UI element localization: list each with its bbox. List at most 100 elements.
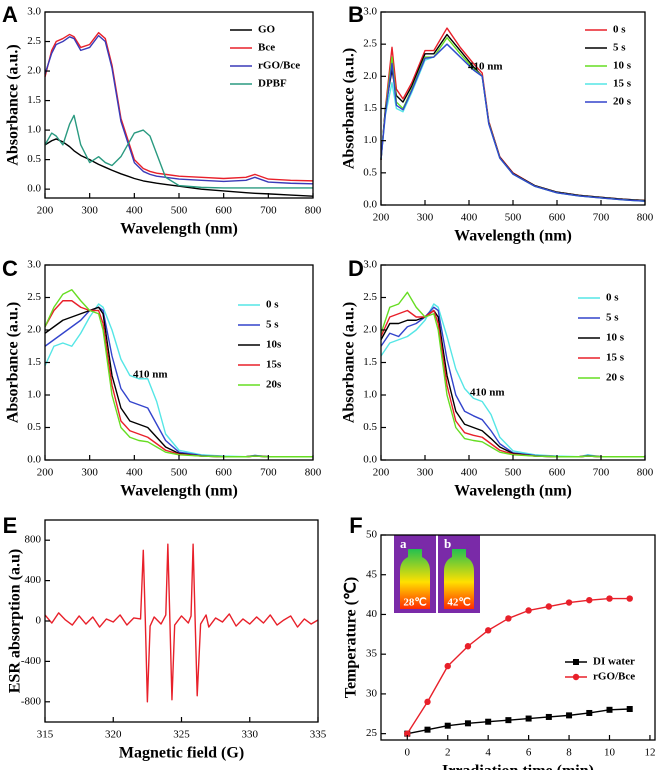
data-line <box>44 34 314 185</box>
y-tick-label: 2.5 <box>27 291 41 303</box>
x-tick-label: 800 <box>305 205 322 217</box>
y-tick-label: 0.0 <box>363 199 377 211</box>
y-tick-label: 3.0 <box>27 259 41 271</box>
x-tick-label: 800 <box>637 467 654 479</box>
y-tick-label: 0.0 <box>27 454 41 466</box>
x-tick-label: 6 <box>526 747 532 759</box>
x-tick-label: 335 <box>310 729 327 741</box>
data-line <box>44 543 319 703</box>
y-tick-label: 1.0 <box>27 124 41 136</box>
data-line <box>380 33 646 202</box>
y-tick-label: 0.5 <box>27 153 41 165</box>
x-tick-label: 400 <box>126 467 143 479</box>
x-tick-label: 500 <box>171 205 188 217</box>
legend-label: Bce <box>258 42 275 54</box>
data-point <box>444 662 451 670</box>
data-line <box>44 114 313 189</box>
legend-label: GO <box>258 24 276 36</box>
x-tick-label: 800 <box>637 212 654 224</box>
x-tick-label: 700 <box>593 212 610 224</box>
y-tick-label: 2.0 <box>27 324 41 336</box>
legend-marker <box>572 673 580 681</box>
x-tick-label: 320 <box>105 729 122 741</box>
x-axis-label: Wavelength (nm) <box>120 221 238 238</box>
x-tick-label: 500 <box>171 467 188 479</box>
legend-label: 0 s <box>606 292 619 304</box>
y-tick-label: 3.0 <box>363 6 377 18</box>
data-point <box>464 720 471 727</box>
annotation: 410 nm <box>133 369 168 381</box>
y-tick-label: 2.5 <box>363 291 377 303</box>
x-tick-label: 300 <box>417 212 434 224</box>
legend-label: DI water <box>593 656 635 668</box>
plot-frame <box>380 11 646 206</box>
y-tick-label: 1.5 <box>27 356 41 368</box>
legend-label: 20s <box>266 379 282 391</box>
plot-frame <box>380 534 656 741</box>
x-tick-label: 12 <box>644 747 655 759</box>
x-tick-label: 500 <box>505 212 522 224</box>
y-tick-label: 45 <box>366 568 378 580</box>
x-tick-label: 300 <box>81 205 98 217</box>
x-tick-label: 325 <box>173 729 190 741</box>
legend-label: 5 s <box>606 312 619 324</box>
legend-label: 15s <box>266 359 282 371</box>
panel-letter: F <box>349 513 362 538</box>
x-tick-label: 700 <box>260 467 277 479</box>
y-tick-label: 40 <box>366 608 378 620</box>
y-tick-label: 0 <box>36 615 42 627</box>
plot-frame <box>44 11 314 199</box>
y-tick-label: 3.0 <box>363 259 377 271</box>
x-axis-label: Irradiation time (min) <box>442 763 594 770</box>
panel-letter: B <box>348 2 364 27</box>
panel-letter: C <box>2 256 18 281</box>
y-tick-label: 1.5 <box>27 94 41 106</box>
annotation: 410 nm <box>468 61 503 73</box>
x-axis-label: Magnetic field (G) <box>119 745 244 762</box>
y-tick-label: 400 <box>25 574 42 586</box>
panel-letter: D <box>348 256 364 281</box>
data-point <box>424 698 431 706</box>
y-tick-label: 2.0 <box>363 70 377 82</box>
data-point <box>545 603 553 610</box>
data-point <box>404 730 411 737</box>
legend-marker <box>573 659 579 665</box>
y-tick-label: 2.0 <box>363 324 377 336</box>
annotation: 410 nm <box>470 387 505 399</box>
data-point <box>424 726 431 733</box>
x-axis-label: Wavelength (nm) <box>120 483 238 500</box>
data-point <box>565 599 573 606</box>
data-line <box>380 291 645 458</box>
data-point <box>484 627 492 634</box>
x-tick-label: 300 <box>417 467 434 479</box>
panel-letter: E <box>3 513 18 538</box>
x-tick-label: 700 <box>593 467 610 479</box>
legend-label: 15 s <box>613 78 632 90</box>
y-axis-label: Absorbance (a.u.) <box>5 44 22 165</box>
y-tick-label: 2.5 <box>27 35 41 47</box>
y-tick-label: 1.0 <box>27 389 41 401</box>
y-tick-label: 0.0 <box>27 183 41 195</box>
x-tick-label: 200 <box>37 205 54 217</box>
y-tick-label: 3.0 <box>27 6 41 18</box>
data-line <box>407 708 630 735</box>
legend-label: DPBF <box>258 78 287 90</box>
x-tick-label: 700 <box>260 205 277 217</box>
x-tick-label: 600 <box>215 205 232 217</box>
legend-label: 0 s <box>266 299 279 311</box>
data-point <box>586 596 593 604</box>
data-point <box>626 706 633 713</box>
y-tick-label: 0.0 <box>363 454 377 466</box>
x-tick-label: 400 <box>461 467 478 479</box>
inset-bottle <box>400 549 430 609</box>
data-point <box>505 717 512 724</box>
inset-temp: 28℃ <box>403 597 426 609</box>
x-tick-label: 330 <box>242 729 259 741</box>
data-line <box>406 597 630 735</box>
data-point <box>525 715 532 722</box>
data-point <box>606 706 613 713</box>
y-tick-label: 800 <box>25 534 42 546</box>
inset-label: a <box>400 536 407 551</box>
data-line <box>44 289 313 458</box>
